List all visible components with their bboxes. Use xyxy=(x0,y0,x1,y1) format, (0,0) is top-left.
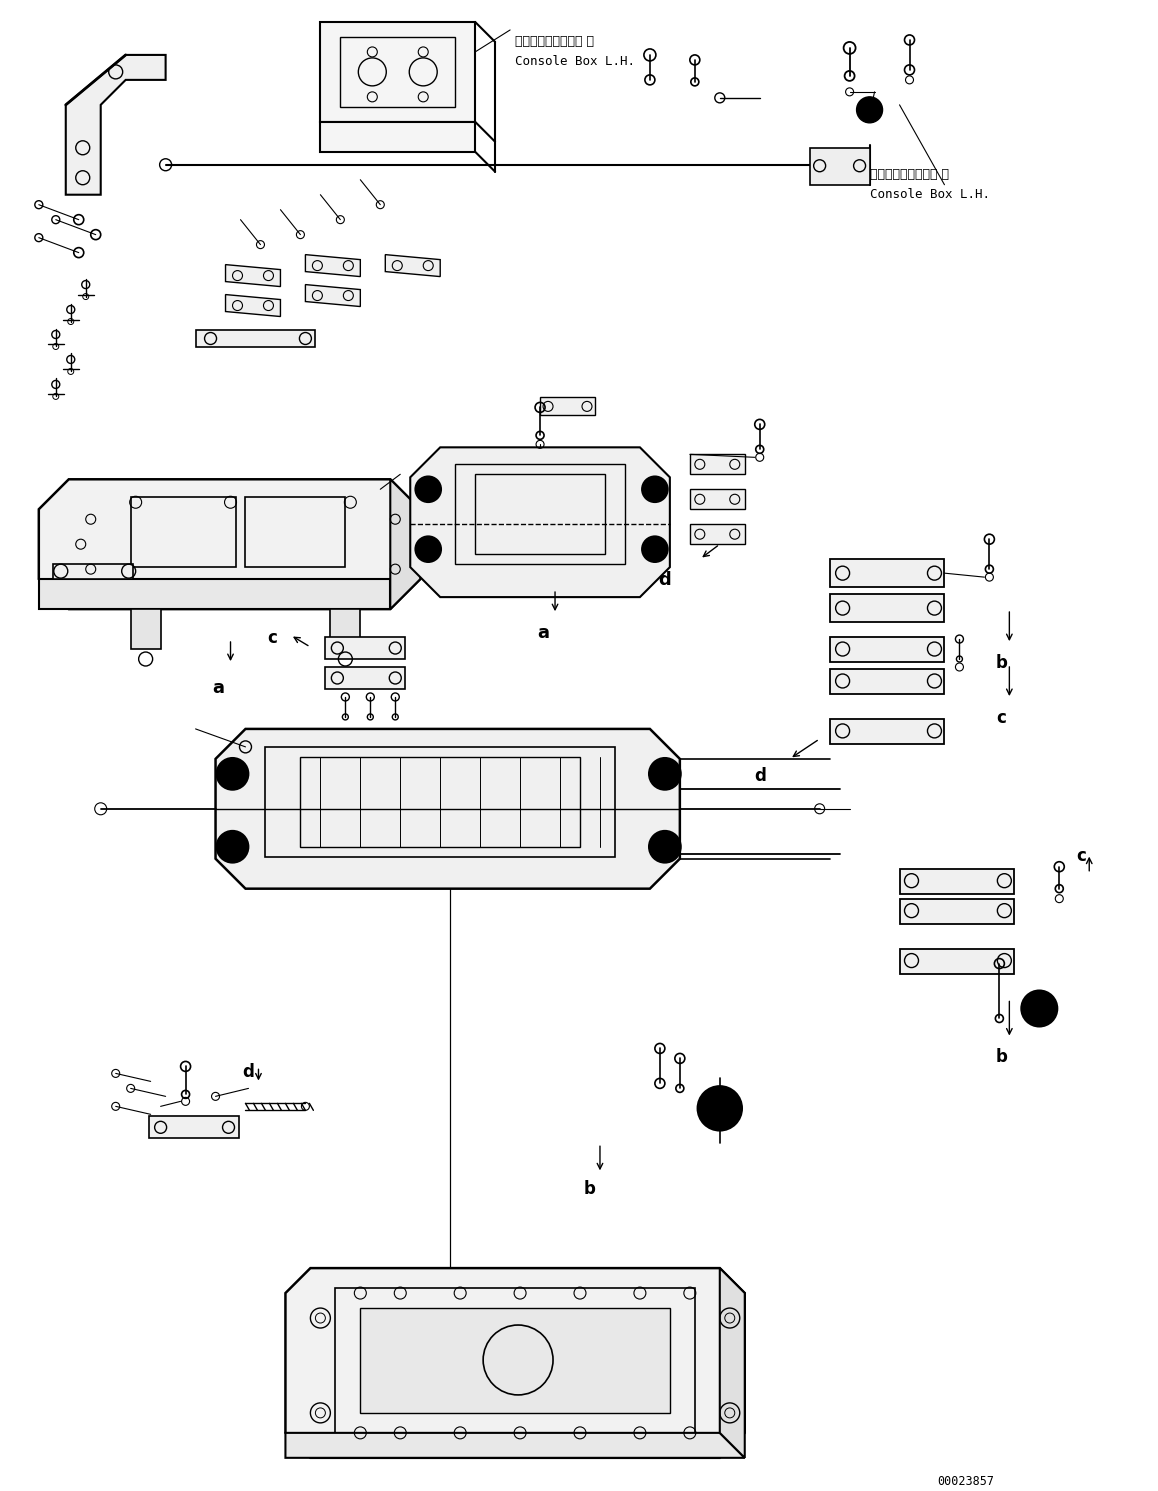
Bar xyxy=(900,948,1014,974)
Circle shape xyxy=(648,830,681,863)
Bar xyxy=(336,1288,695,1433)
Bar xyxy=(540,398,595,416)
Circle shape xyxy=(1021,990,1057,1026)
Bar xyxy=(475,474,604,555)
Bar xyxy=(340,37,455,107)
Text: a: a xyxy=(537,625,549,643)
Text: d: d xyxy=(754,766,765,784)
Circle shape xyxy=(416,476,441,502)
Bar xyxy=(455,464,625,564)
Bar xyxy=(360,1308,669,1413)
Polygon shape xyxy=(39,479,420,610)
Text: c: c xyxy=(1076,847,1086,865)
Bar xyxy=(690,525,745,544)
Circle shape xyxy=(642,537,668,562)
Bar xyxy=(53,564,133,579)
Polygon shape xyxy=(215,729,680,889)
Bar xyxy=(829,719,945,744)
Bar xyxy=(325,666,405,689)
Text: c: c xyxy=(267,629,278,647)
Text: b: b xyxy=(996,1048,1007,1066)
Circle shape xyxy=(416,537,441,562)
Circle shape xyxy=(698,1087,742,1130)
Bar xyxy=(829,637,945,662)
Text: 00023857: 00023857 xyxy=(938,1475,995,1488)
Circle shape xyxy=(857,97,882,122)
Circle shape xyxy=(217,830,249,863)
Bar xyxy=(900,869,1014,893)
Bar xyxy=(829,559,945,587)
Polygon shape xyxy=(285,1269,745,1458)
Polygon shape xyxy=(386,255,440,277)
Circle shape xyxy=(648,757,681,790)
Polygon shape xyxy=(321,22,475,122)
Polygon shape xyxy=(39,579,390,610)
Bar xyxy=(690,455,745,474)
Bar xyxy=(900,899,1014,923)
Text: Console Box L.H.: Console Box L.H. xyxy=(870,188,990,201)
Bar xyxy=(265,747,615,857)
Bar xyxy=(325,637,405,659)
Polygon shape xyxy=(306,255,360,277)
Text: コンソールボックス 左: コンソールボックス 左 xyxy=(870,168,948,180)
Bar xyxy=(245,498,345,567)
Bar xyxy=(829,669,945,693)
Polygon shape xyxy=(321,122,475,152)
Polygon shape xyxy=(285,1433,745,1458)
Text: コンソールボックス 左: コンソールボックス 左 xyxy=(515,34,594,48)
Bar xyxy=(131,498,235,567)
Polygon shape xyxy=(306,285,360,307)
Circle shape xyxy=(642,476,668,502)
Bar xyxy=(690,489,745,510)
Text: Console Box L.H.: Console Box L.H. xyxy=(515,55,635,69)
Polygon shape xyxy=(131,610,161,649)
Bar xyxy=(829,593,945,622)
Bar xyxy=(196,330,315,347)
Text: b: b xyxy=(996,655,1007,672)
Bar xyxy=(148,1117,239,1138)
Polygon shape xyxy=(330,610,360,649)
Polygon shape xyxy=(410,447,669,596)
Bar xyxy=(300,757,580,847)
Text: a: a xyxy=(213,678,225,696)
Polygon shape xyxy=(720,1269,745,1458)
Polygon shape xyxy=(226,295,280,316)
Circle shape xyxy=(217,757,249,790)
Text: b: b xyxy=(584,1181,596,1199)
Polygon shape xyxy=(66,55,166,195)
Polygon shape xyxy=(390,479,420,610)
Polygon shape xyxy=(809,148,870,185)
Text: d: d xyxy=(659,571,672,589)
Polygon shape xyxy=(226,264,280,286)
Text: d: d xyxy=(242,1063,255,1081)
Text: c: c xyxy=(996,708,1006,728)
